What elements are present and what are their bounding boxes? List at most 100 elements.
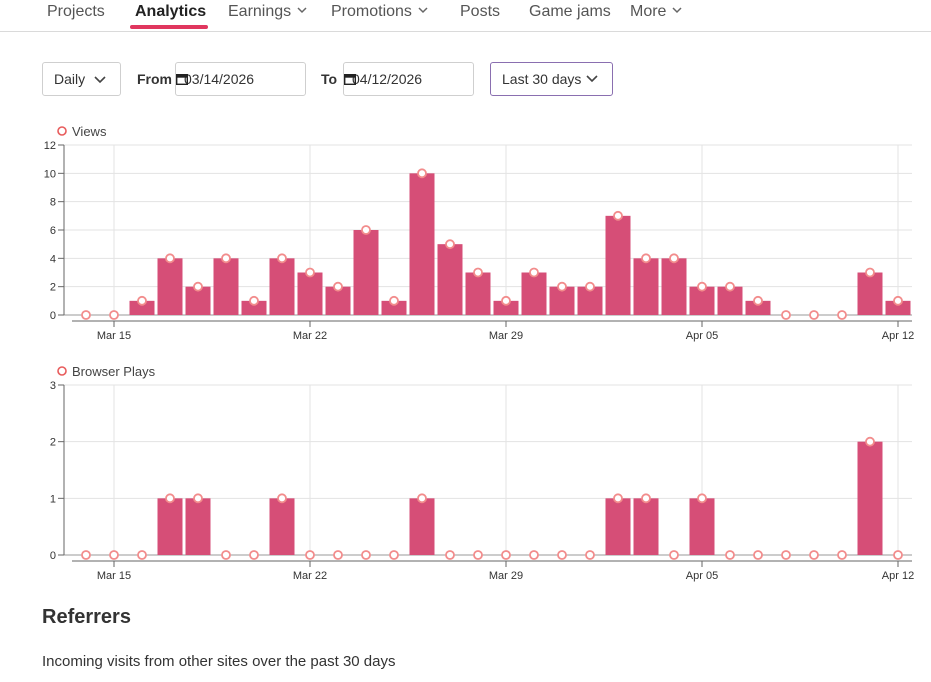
y-tick-label: 4 xyxy=(50,253,56,265)
nav-analytics[interactable]: Analytics xyxy=(135,0,206,28)
data-point xyxy=(137,295,147,306)
bar xyxy=(269,258,295,315)
referrers-description: Incoming visits from other sites over th… xyxy=(42,653,396,670)
chevron-down-icon xyxy=(586,75,598,83)
data-point xyxy=(725,281,735,292)
bar xyxy=(661,258,687,315)
bar xyxy=(605,498,631,555)
y-tick-label: 6 xyxy=(50,225,56,237)
calendar-icon[interactable] xyxy=(343,73,357,86)
nav-earnings-label: Earnings xyxy=(228,3,292,20)
nav-more[interactable]: More xyxy=(630,0,682,28)
data-point xyxy=(809,310,819,320)
nav-game-jams-label: Game jams xyxy=(529,3,611,20)
data-point xyxy=(585,550,595,560)
nav-more-label: More xyxy=(630,3,667,20)
bar xyxy=(157,498,183,555)
data-point xyxy=(361,225,371,235)
data-point xyxy=(501,550,511,560)
data-point xyxy=(837,310,847,320)
referrers-title: Referrers xyxy=(42,606,131,628)
bar xyxy=(353,230,379,315)
legend-marker-icon xyxy=(57,126,67,136)
legend-label: Views xyxy=(72,124,107,139)
data-point xyxy=(557,550,567,560)
interval-value: Daily xyxy=(54,71,86,87)
nav-posts-label: Posts xyxy=(460,3,501,20)
bar xyxy=(521,272,547,315)
browser-plays-chart: Browser Plays 0 1 2 3 Mar 15 Mar 22 Mar 29 Apr 0… xyxy=(50,364,914,582)
data-point xyxy=(529,550,539,560)
x-tick-label: Mar 15 xyxy=(97,570,131,582)
from-label: From xyxy=(137,71,172,87)
views-chart: Views 0 2 4 6 8 10 12 Mar 15 Mar 22 Mar 29 Apr 05 Ap… xyxy=(44,124,914,342)
bar xyxy=(269,498,295,555)
x-tick-label: Apr 12 xyxy=(882,570,914,582)
from-date-input[interactable]: 03/14/2026 xyxy=(175,62,306,96)
data-point xyxy=(445,550,455,560)
nav-promotions[interactable]: Promotions xyxy=(331,0,428,28)
data-point xyxy=(445,239,455,250)
data-point xyxy=(305,267,315,278)
nav-projects[interactable]: Projects xyxy=(47,0,105,28)
data-point xyxy=(305,550,315,560)
range-value: Last 30 days xyxy=(502,71,582,87)
y-tick-label: 12 xyxy=(44,140,56,152)
data-point xyxy=(109,550,119,560)
data-point xyxy=(501,295,511,306)
bar xyxy=(689,498,715,555)
data-point xyxy=(837,550,847,560)
calendar-icon[interactable] xyxy=(175,73,189,86)
bar xyxy=(857,441,883,555)
nav-promotions-label: Promotions xyxy=(331,3,412,20)
data-point xyxy=(781,310,791,320)
nav-earnings[interactable]: Earnings xyxy=(228,0,307,28)
data-point xyxy=(613,493,623,504)
y-tick-label: 0 xyxy=(50,550,56,562)
data-point xyxy=(865,436,875,447)
data-point xyxy=(249,550,259,560)
bar xyxy=(745,300,771,315)
nav-posts[interactable]: Posts xyxy=(460,0,500,28)
data-point xyxy=(641,253,651,264)
y-tick-label: 0 xyxy=(50,310,56,322)
data-point xyxy=(193,281,203,292)
data-point xyxy=(389,550,399,560)
to-date-input[interactable]: 04/12/2026 xyxy=(343,62,474,96)
data-point xyxy=(557,281,567,292)
data-point xyxy=(697,493,707,504)
data-point xyxy=(781,550,791,560)
data-point xyxy=(417,493,427,504)
x-tick-label: Apr 05 xyxy=(686,570,718,582)
chevron-down-icon xyxy=(672,7,682,14)
chevron-down-icon xyxy=(297,7,307,14)
x-tick-label: Mar 22 xyxy=(293,330,327,342)
data-point xyxy=(529,267,539,278)
data-point xyxy=(893,550,903,560)
chevron-down-icon xyxy=(418,7,428,14)
x-tick-label: Apr 05 xyxy=(686,330,718,342)
data-point xyxy=(389,295,399,306)
chevron-down-icon xyxy=(94,76,106,84)
bar xyxy=(409,173,435,315)
data-point xyxy=(165,493,175,504)
data-point xyxy=(249,295,259,306)
nav-game-jams[interactable]: Game jams xyxy=(529,0,611,28)
from-date-value: 03/14/2026 xyxy=(184,71,255,87)
data-point xyxy=(753,295,763,306)
x-tick-label: Mar 22 xyxy=(293,570,327,582)
data-point xyxy=(473,550,483,560)
bar xyxy=(213,258,239,315)
x-tick-label: Mar 29 xyxy=(489,330,523,342)
interval-select[interactable]: Daily xyxy=(42,62,121,96)
y-tick-label: 2 xyxy=(50,437,56,449)
data-point xyxy=(641,493,651,504)
to-label: To xyxy=(321,71,338,87)
data-point xyxy=(473,267,483,278)
range-select[interactable]: Last 30 days xyxy=(490,62,613,96)
bar xyxy=(633,498,659,555)
bar xyxy=(185,498,211,555)
legend-label: Browser Plays xyxy=(72,364,156,379)
data-point xyxy=(865,267,875,278)
y-tick-label: 10 xyxy=(44,168,56,180)
